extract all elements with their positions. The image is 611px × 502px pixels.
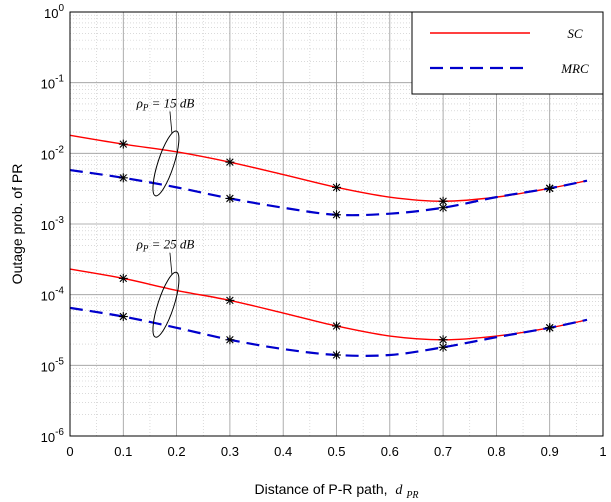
data-point-marker xyxy=(118,312,128,322)
y-tick-exponent: -5 xyxy=(55,356,64,367)
tick-labels: 0 0.1 0.2 0.3 0.4 0.5 0.6 0.7 0.8 0.9 110-610-510-… xyxy=(41,3,607,459)
annotation-subscript: P xyxy=(142,102,149,112)
x-tick-label: 0.2 xyxy=(168,444,186,459)
x-axis-label-symbol: d xyxy=(395,483,403,498)
y-axis-label: Outage prob. of PR xyxy=(9,164,25,285)
x-tick-label: 0.1 xyxy=(114,444,132,459)
annotation-value: = 25 dB xyxy=(148,237,194,252)
legend-label-mrc: MRC xyxy=(560,61,589,76)
x-tick-label: 0.4 xyxy=(274,444,292,459)
annotation-leader xyxy=(169,252,173,275)
x-axis-label-subscript: PR xyxy=(405,490,418,501)
annotation-label: ρP = 15 dB xyxy=(136,95,195,112)
data-point-marker xyxy=(225,335,235,345)
data-point-marker xyxy=(118,139,128,149)
y-tick-label: 10-5 xyxy=(41,356,65,374)
y-tick-base: 10 xyxy=(41,77,55,92)
y-tick-exponent: -6 xyxy=(55,427,64,438)
annotation-ellipse xyxy=(152,271,180,338)
y-tick-base: 10 xyxy=(41,147,55,162)
data-point-marker xyxy=(438,335,448,345)
y-tick-label: 10-3 xyxy=(41,215,65,233)
x-tick-label: 0.6 xyxy=(381,444,399,459)
annotation-ellipse xyxy=(152,130,180,197)
y-tick-label: 10-4 xyxy=(41,286,65,304)
y-tick-exponent: -4 xyxy=(55,286,64,297)
x-tick-label: 0.5 xyxy=(327,444,345,459)
annotation-label: ρP = 25 dB xyxy=(136,237,195,254)
data-point-marker xyxy=(225,295,235,305)
x-tick-label: 0 xyxy=(66,444,73,459)
annotation-subscript: P xyxy=(142,244,149,254)
x-axis-label: Distance of P-R path, d PR xyxy=(254,481,418,501)
data-point-marker xyxy=(225,193,235,203)
x-tick-label: 0.9 xyxy=(541,444,559,459)
y-tick-exponent: 0 xyxy=(58,3,64,14)
markers-layer xyxy=(118,139,555,360)
y-tick-base: 10 xyxy=(44,6,58,21)
data-point-marker xyxy=(438,203,448,213)
x-tick-label: 0.3 xyxy=(221,444,239,459)
y-tick-base: 10 xyxy=(41,289,55,304)
legend-box xyxy=(411,11,604,95)
x-tick-label: 1 xyxy=(599,444,606,459)
y-tick-label: 10-6 xyxy=(41,427,65,445)
data-point-marker xyxy=(332,182,341,192)
legend: SC MRC xyxy=(411,11,604,95)
annotation-value: = 15 dB xyxy=(148,95,194,110)
plot-frame xyxy=(69,11,604,437)
annotation-symbol: ρ xyxy=(136,95,143,110)
data-point-marker xyxy=(545,183,555,193)
data-point-marker xyxy=(118,273,128,283)
annotation-leader xyxy=(169,111,173,134)
y-tick-label: 100 xyxy=(44,3,64,21)
data-point-marker xyxy=(332,350,341,360)
y-tick-exponent: -2 xyxy=(55,144,64,155)
y-tick-base: 10 xyxy=(41,218,55,233)
x-tick-label: 0.8 xyxy=(487,444,505,459)
data-point-marker xyxy=(545,323,555,333)
data-point-marker xyxy=(332,210,341,220)
y-tick-exponent: -3 xyxy=(55,215,64,226)
annotation-symbol: ρ xyxy=(136,237,143,252)
x-axis-label-text: Distance of P-R path, xyxy=(254,481,387,497)
x-tick-label: 0.7 xyxy=(434,444,452,459)
y-tick-base: 10 xyxy=(41,430,55,445)
y-tick-label: 10-2 xyxy=(41,144,65,162)
data-point-marker xyxy=(332,321,341,331)
legend-label-sc: SC xyxy=(567,26,583,41)
data-point-marker xyxy=(225,157,235,167)
y-tick-base: 10 xyxy=(41,359,55,374)
y-tick-label: 10-1 xyxy=(41,74,65,92)
data-point-marker xyxy=(118,173,128,183)
data-point-marker xyxy=(438,342,448,352)
y-tick-exponent: -1 xyxy=(55,74,64,85)
